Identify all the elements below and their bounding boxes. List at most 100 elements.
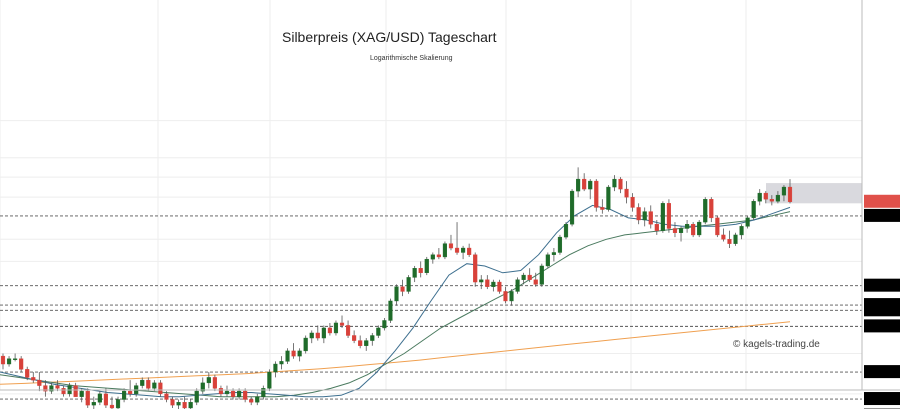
candle-up: [521, 274, 526, 280]
candle-up: [551, 252, 556, 255]
candle-down: [600, 207, 605, 210]
candle-down: [339, 322, 345, 326]
candle-up: [206, 377, 211, 384]
candle-down: [533, 279, 538, 285]
candle-up: [97, 393, 102, 403]
candle-up: [539, 265, 544, 285]
candle-up: [697, 221, 702, 236]
candle-down: [182, 402, 187, 409]
candle-up: [491, 281, 496, 287]
candle-up: [140, 379, 145, 386]
level-labels: [864, 194, 900, 409]
level-value-box: [864, 365, 900, 379]
candle-down: [170, 399, 175, 406]
gridlines: [0, 0, 862, 395]
candle-down: [103, 393, 108, 406]
watermark: © kagels-trading.de: [733, 339, 820, 350]
ema200-line: [0, 321, 791, 385]
candle-up: [176, 402, 181, 406]
ema20-line: [0, 204, 791, 398]
candle-up: [49, 385, 54, 392]
candle-up: [703, 199, 708, 223]
candle-up: [122, 390, 127, 400]
candle-up: [285, 350, 290, 362]
chart-subtitle: Logarithmische Skalierung: [370, 55, 453, 62]
candle-down: [327, 327, 332, 334]
level-value-box: [864, 319, 900, 333]
candle-down: [594, 180, 599, 208]
candle-up: [430, 254, 435, 260]
candle-down: [218, 388, 224, 395]
candle-down: [727, 239, 732, 244]
candle-down: [721, 234, 726, 240]
candle-down: [672, 228, 678, 233]
candle-down: [73, 385, 78, 397]
candle-down: [55, 385, 60, 389]
candle-down: [454, 247, 460, 253]
candle-down: [358, 340, 363, 346]
candle-up: [382, 320, 387, 329]
candle-down: [345, 325, 351, 336]
candle-up: [297, 350, 302, 357]
candle-down: [503, 291, 508, 302]
candle-up: [733, 234, 738, 244]
candle-down: [666, 203, 671, 229]
candle-down: [787, 186, 793, 202]
candle-up: [321, 327, 326, 339]
candle-up: [394, 286, 399, 302]
candle-down: [352, 335, 357, 341]
candle-up: [406, 277, 411, 292]
level-value-box: [864, 392, 900, 406]
candle-down: [230, 390, 236, 397]
candle-down: [31, 377, 36, 381]
candle-up: [255, 396, 260, 403]
candle-up: [576, 178, 581, 192]
candle-up: [79, 390, 84, 397]
candle-up: [194, 390, 199, 403]
resistance-zone-box: [766, 183, 862, 204]
candle-up: [364, 340, 369, 346]
candle-up: [309, 332, 314, 339]
candle-up: [152, 382, 157, 389]
candle-up: [751, 201, 756, 219]
candle-down: [636, 207, 641, 221]
candle-down: [61, 388, 66, 395]
candle-down: [691, 224, 696, 236]
candle-up: [606, 186, 611, 210]
candle-up: [237, 390, 242, 397]
candle-up: [370, 335, 375, 341]
candle-down: [315, 332, 320, 339]
candle-up: [775, 194, 780, 202]
candle-down: [654, 224, 659, 231]
candle-down: [709, 199, 714, 219]
candle-down: [43, 385, 48, 392]
level-value-box: [864, 208, 900, 222]
candle-down: [618, 178, 623, 190]
candle-up: [678, 228, 684, 233]
candle-down: [497, 281, 502, 292]
candle-up: [660, 203, 665, 231]
candle-down: [291, 350, 296, 357]
candle-down: [418, 268, 423, 274]
candle-down: [485, 279, 490, 287]
candle-up: [588, 180, 593, 190]
candle-up: [442, 243, 448, 258]
candle-up: [388, 300, 393, 321]
candle-down: [158, 382, 163, 395]
candle-down: [448, 243, 454, 249]
candlesticks: [0, 167, 793, 409]
candle-up: [412, 268, 417, 278]
candle-up: [273, 363, 278, 373]
candle-up: [563, 224, 569, 238]
candle-up: [115, 399, 121, 409]
candle-up: [279, 361, 284, 365]
level-value-box: [864, 278, 900, 292]
candle-down: [467, 247, 472, 255]
candle-down: [85, 390, 90, 406]
candle-down: [648, 211, 653, 225]
candle-down: [249, 399, 254, 403]
last-price-box: [864, 194, 900, 208]
candle-up: [685, 224, 690, 229]
candle-down: [763, 192, 768, 200]
